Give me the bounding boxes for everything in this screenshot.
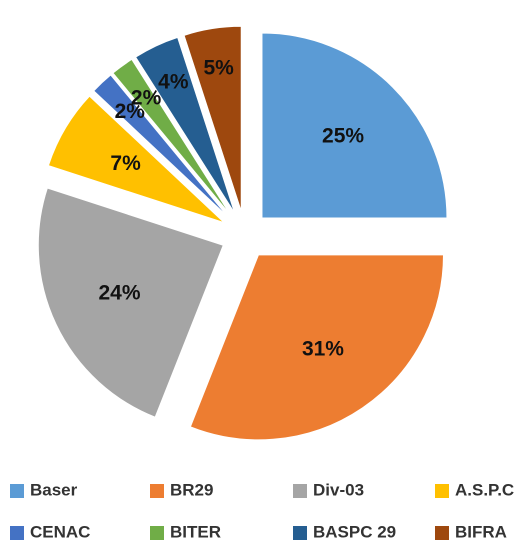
legend-label: BIFRA [455,522,507,541]
legend-label: Div-03 [313,480,364,499]
data-label: 7% [110,152,141,175]
data-label: 2% [115,100,146,123]
legend-label: BR29 [170,480,213,499]
data-label: 24% [98,282,140,305]
legend-swatch [150,526,164,540]
legend-swatch [293,484,307,498]
pie-slice [183,25,242,212]
legend-label: CENAC [30,522,90,541]
data-label: 2% [131,86,162,109]
legend-label: BASPC 29 [313,522,396,541]
legend-swatch [435,484,449,498]
data-label: 4% [158,70,189,93]
pie-slice [134,36,236,214]
pie-slice [47,95,225,224]
legend-label: Baser [30,480,78,499]
pie-slice [93,74,229,218]
legend-swatch [293,526,307,540]
legend-swatch [435,526,449,540]
legend-label: BITER [170,522,221,541]
legend-label: A.S.P.C [455,480,514,499]
legend-swatch [150,484,164,498]
pie-slice [189,254,444,441]
pie-slice [261,32,448,219]
pie-slice [112,58,232,216]
legend-swatch [10,526,24,540]
data-label: 31% [302,337,344,360]
data-label: 5% [203,56,234,79]
pie-slice [37,187,224,418]
data-label: 25% [322,124,364,147]
legend-swatch [10,484,24,498]
